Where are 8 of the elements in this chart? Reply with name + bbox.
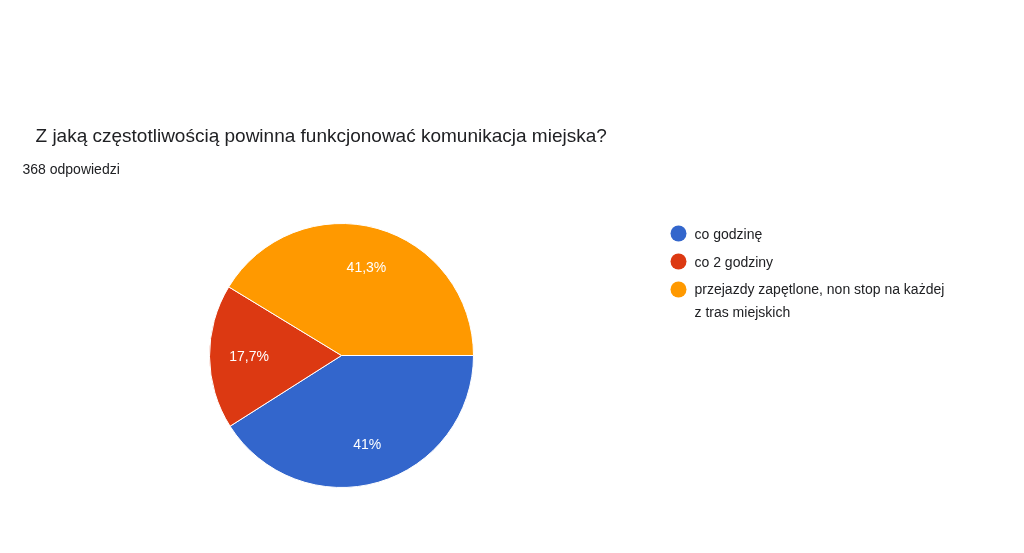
- legend-label: co godzinę: [694, 225, 763, 242]
- legend-label: przejazdy zapętlone, non stop na każdej z tras miejskich: [694, 280, 945, 320]
- data-label: 41%: [353, 436, 382, 453]
- text: 368 odpowiedzi: [22, 160, 120, 177]
- chart-title: Z jaką częstotliwością powinna funkcjonować komunikacja miejska?: [35, 125, 607, 146]
- data-label: 17,7%: [229, 348, 269, 365]
- legend-label: co 2 godziny: [694, 253, 774, 270]
- data-label: 41,3%: [346, 258, 387, 275]
